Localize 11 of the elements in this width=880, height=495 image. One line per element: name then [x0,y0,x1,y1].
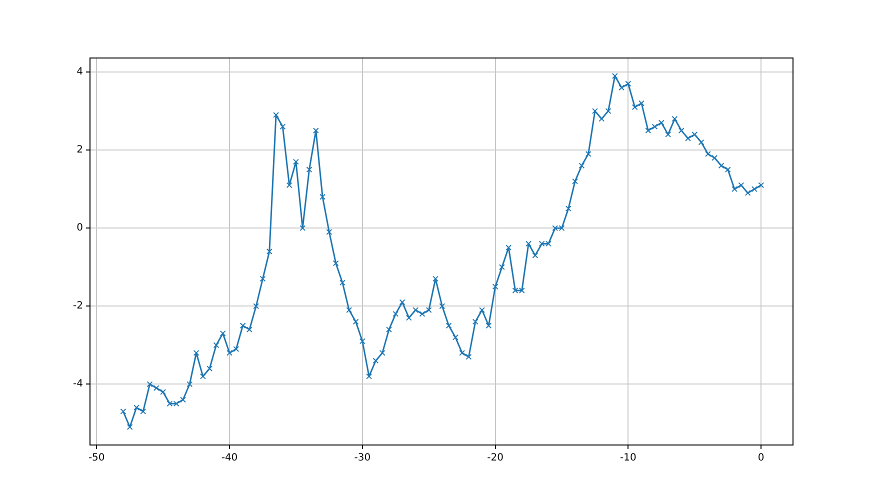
y-tick-label: 0 [76,222,83,234]
x-tick-label: 0 [758,452,764,464]
y-tick-label: 2 [76,144,83,156]
x-tick-label: -10 [620,452,636,464]
x-tick-label: -30 [354,452,371,464]
x-tick-label: -20 [487,452,504,464]
y-tick-label: -2 [72,300,83,312]
y-tick-label: 4 [76,66,83,78]
y-tick-label: -4 [72,378,83,390]
x-tick-label: -50 [88,452,105,464]
x-tick-label: -40 [221,452,238,464]
